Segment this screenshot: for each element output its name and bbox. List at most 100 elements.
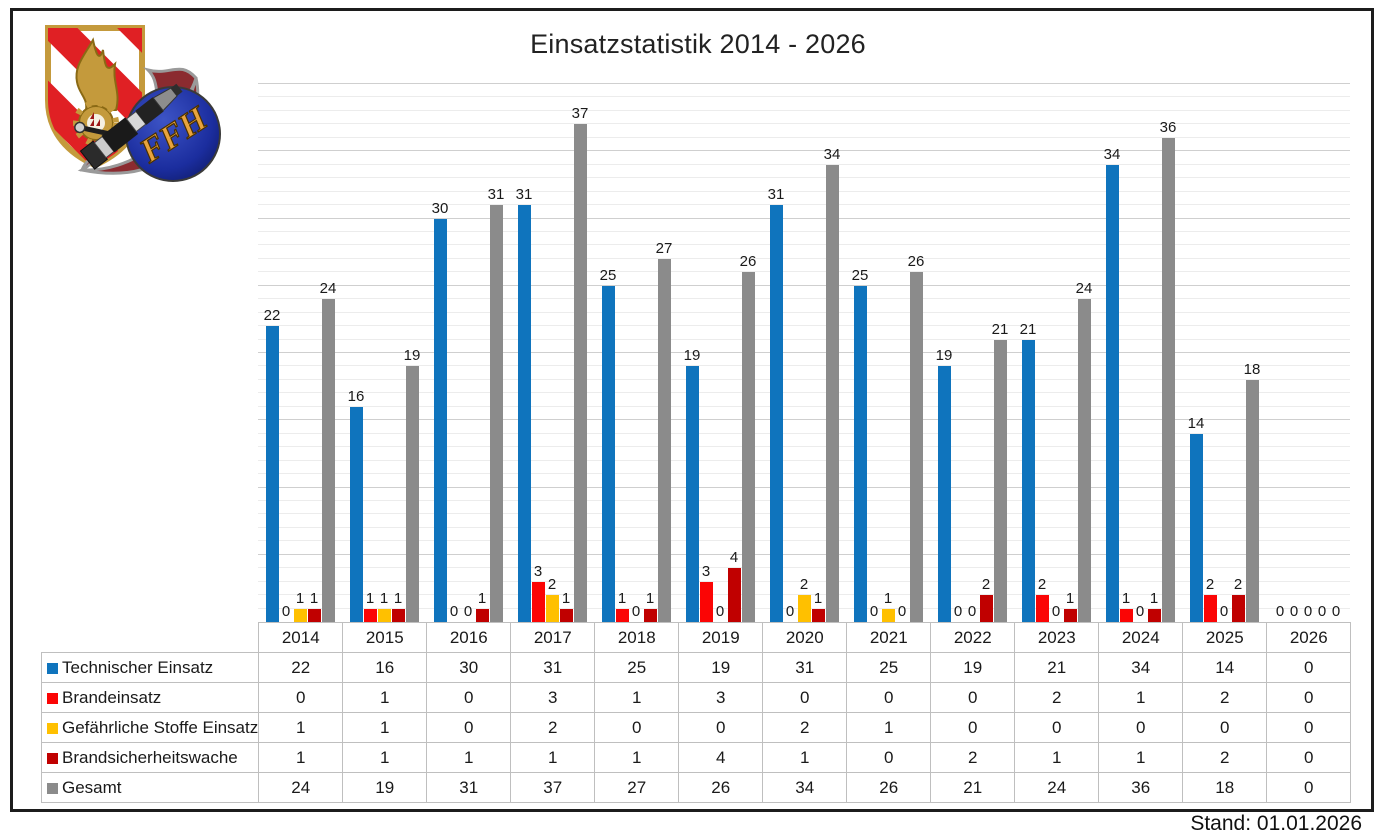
bar-slot: 1	[1147, 84, 1161, 622]
bar-value-label: 2	[547, 576, 557, 594]
year-header-2015: 2015	[342, 622, 428, 653]
bar-slot: 0	[448, 84, 461, 622]
bar-value-label: 26	[739, 253, 757, 271]
minor-gridline	[258, 190, 1350, 192]
value-cell-gesamt-2023: 24	[1014, 772, 1100, 803]
bar-value-label: 27	[655, 239, 673, 257]
value-cell-brandsicherheitswache-2021: 0	[846, 742, 932, 773]
gefaehrliche-stoffe-einsatz-bar-2015	[377, 608, 391, 622]
value-cell-brandeinsatz-2020: 0	[762, 682, 848, 713]
value-cell-technischer-einsatz-2019: 19	[678, 652, 764, 683]
bar-slot: 1	[377, 84, 391, 622]
bar-groups: 22 0 1 1 24 16 1 1 1 19 30 0 0 1 31 31 3 2 1 37 25 1 0 1 27 19 3 0 4…	[258, 84, 1350, 622]
bar-value-label: 1	[365, 589, 375, 607]
technischer-einsatz-bar-2023	[1021, 339, 1035, 622]
bar-slot: 1	[475, 84, 489, 622]
minor-gridline	[258, 311, 1350, 313]
bar-slot: 24	[319, 84, 337, 622]
brandeinsatz-bar-2024	[1119, 608, 1133, 622]
bar-value-label: 24	[319, 280, 337, 298]
bar-slot: 26	[908, 84, 924, 622]
bar-value-label: 0	[1135, 603, 1145, 620]
bar-slot: 34	[1104, 84, 1120, 622]
bar-slot: 0	[714, 84, 727, 622]
minor-gridline	[258, 405, 1350, 407]
year-header-2017: 2017	[510, 622, 596, 653]
gesamt-bar-2015	[405, 366, 419, 622]
gesamt-bar-2019	[741, 272, 755, 622]
bar-slot: 27	[655, 84, 673, 622]
value-cell-gefaehrliche-stoffe-einsatz-2026: 0	[1266, 712, 1352, 743]
minor-gridline	[258, 271, 1350, 273]
gesamt-bar-2017	[573, 124, 587, 622]
bar-value-label: 19	[935, 347, 953, 365]
bar-slot: 14	[1188, 84, 1204, 622]
bar-slot: 22	[264, 84, 280, 622]
bar-slot: 1	[615, 84, 629, 622]
year-header-2026: 2026	[1266, 622, 1352, 653]
minor-gridline	[258, 526, 1350, 528]
bar-slot: 1	[559, 84, 573, 622]
year-group-2014: 22 0 1 1 24	[258, 84, 342, 622]
bar-slot: 1	[307, 84, 321, 622]
value-cell-brandeinsatz-2019: 3	[678, 682, 764, 713]
value-cell-gesamt-2020: 34	[762, 772, 848, 803]
year-header-2020: 2020	[762, 622, 848, 653]
value-cell-brandeinsatz-2025: 2	[1182, 682, 1268, 713]
brandsicherheitswache-bar-2015	[391, 608, 405, 622]
value-cell-gesamt-2022: 21	[930, 772, 1016, 803]
year-header-2024: 2024	[1098, 622, 1184, 653]
value-cell-brandsicherheitswache-2018: 1	[594, 742, 680, 773]
bar-value-label: 19	[683, 347, 701, 365]
value-cell-technischer-einsatz-2026: 0	[1266, 652, 1352, 683]
minor-gridline	[258, 177, 1350, 179]
year-group-2020: 31 0 2 1 34	[762, 84, 846, 622]
bar-value-label: 1	[477, 589, 487, 607]
brandsicherheitswache-bar-2018	[643, 608, 657, 622]
bar-slot: 0	[896, 84, 909, 622]
bar-value-label: 1	[1149, 589, 1159, 607]
bar-slot: 19	[935, 84, 953, 622]
fire-brigade-logo-icon: FFH	[45, 25, 221, 182]
value-cell-brandeinsatz-2015: 1	[342, 682, 428, 713]
brandsicherheitswache-bar-2019	[727, 568, 741, 622]
bar-value-label: 0	[897, 603, 907, 620]
legend-cell-brandsicherheitswache: Brandsicherheitswache	[40, 742, 260, 773]
bar-value-label: 3	[701, 562, 711, 580]
minor-gridline	[258, 499, 1350, 501]
gesamt-bar-2023	[1077, 299, 1091, 622]
value-cell-brandeinsatz-2021: 0	[846, 682, 932, 713]
bar-value-label: 18	[1243, 360, 1261, 378]
bar-slot: 1	[363, 84, 377, 622]
technischer-einsatz-bar-2015	[349, 406, 363, 622]
minor-gridline	[258, 257, 1350, 259]
value-cell-gefaehrliche-stoffe-einsatz-2024: 0	[1098, 712, 1184, 743]
bar-slot: 25	[600, 84, 616, 622]
nozzle-icon	[74, 83, 183, 170]
year-group-2018: 25 1 0 1 27	[594, 84, 678, 622]
value-cell-brandsicherheitswache-2015: 1	[342, 742, 428, 773]
value-cell-technischer-einsatz-2018: 25	[594, 652, 680, 683]
bar-value-label: 0	[1303, 603, 1313, 620]
bar-slot: 31	[768, 84, 784, 622]
bar-value-label: 1	[295, 589, 305, 607]
bar-value-label: 0	[1317, 603, 1327, 620]
minor-gridline	[258, 594, 1350, 596]
minor-gridline	[258, 473, 1350, 475]
value-cell-brandsicherheitswache-2016: 1	[426, 742, 512, 773]
bar-value-label: 16	[347, 387, 365, 405]
major-gridline	[258, 83, 1350, 84]
value-cell-brandsicherheitswache-2026: 0	[1266, 742, 1352, 773]
bar-slot: 0	[462, 84, 475, 622]
value-cell-technischer-einsatz-2014: 22	[258, 652, 344, 683]
year-header-2019: 2019	[678, 622, 764, 653]
bar-value-label: 2	[799, 576, 809, 594]
value-cell-brandsicherheitswache-2025: 2	[1182, 742, 1268, 773]
year-header-2014: 2014	[258, 622, 344, 653]
value-cell-technischer-einsatz-2017: 31	[510, 652, 596, 683]
minor-gridline	[258, 325, 1350, 327]
bar-slot: 21	[1020, 84, 1036, 622]
bar-value-label: 19	[403, 347, 421, 365]
value-cell-gefaehrliche-stoffe-einsatz-2025: 0	[1182, 712, 1268, 743]
value-cell-technischer-einsatz-2016: 30	[426, 652, 512, 683]
